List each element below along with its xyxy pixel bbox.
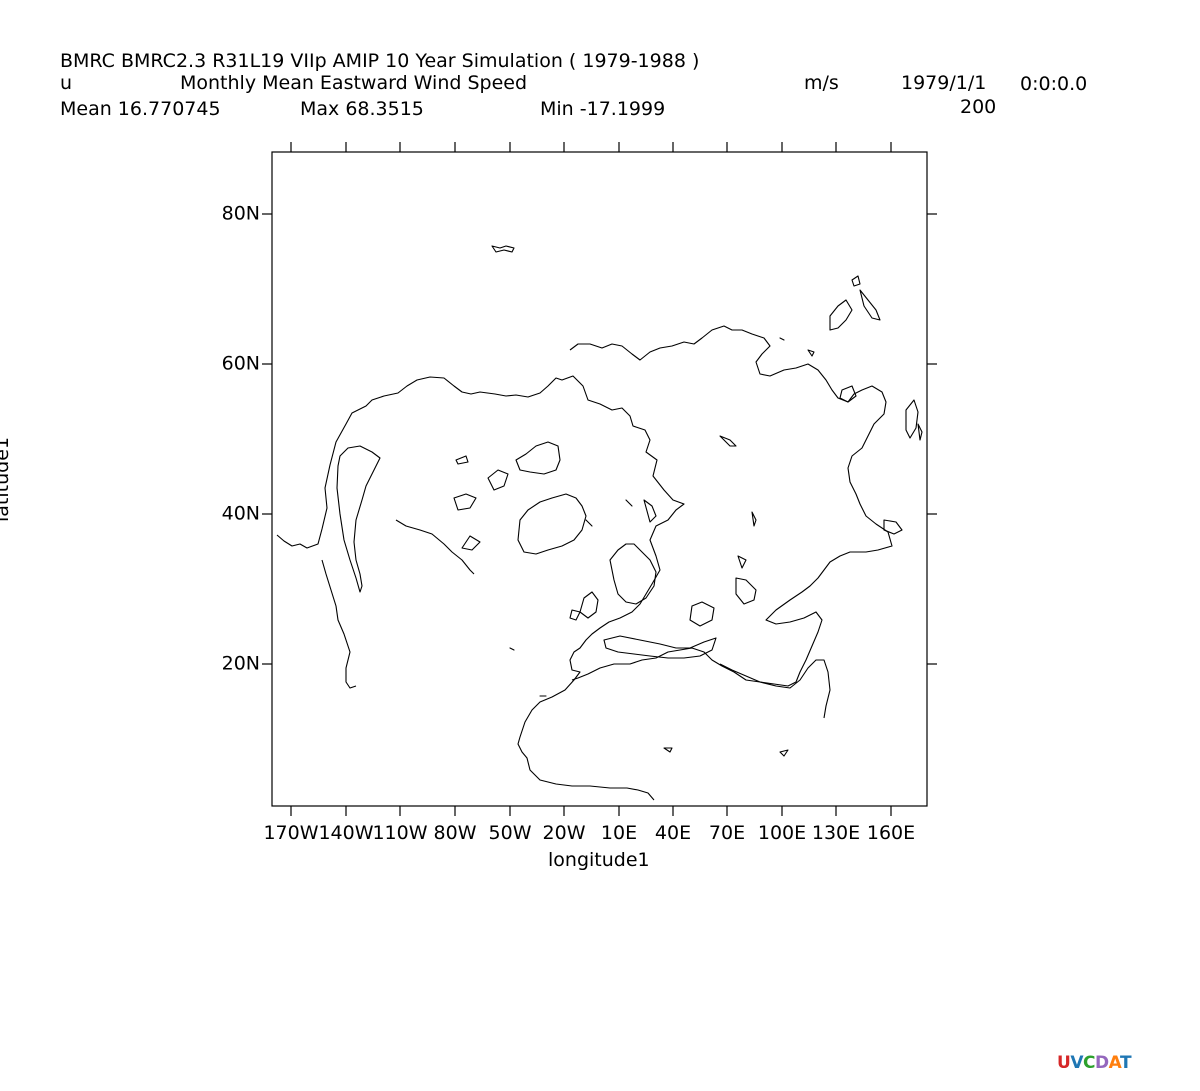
date-label: 1979/1/1 — [901, 72, 987, 94]
coast-mediterranean — [603, 635, 717, 659]
variable-long-name: Monthly Mean Eastward Wind Speed — [180, 72, 528, 94]
x-tick-label: 20W — [542, 822, 586, 844]
coast-japan — [839, 385, 903, 535]
max-stat: Max 68.3515 — [300, 98, 424, 120]
units-label: m/s — [804, 72, 839, 94]
logo-letter: D — [1094, 1053, 1109, 1073]
x-tick-label: 130E — [811, 822, 861, 844]
coast-baffin — [395, 519, 475, 575]
x-tick-label: 100E — [757, 822, 807, 844]
model-title: BMRC BMRC2.3 R31L19 VIIp AMIP 10 Year Si… — [60, 50, 700, 72]
coast-novaya-zemlya — [829, 289, 881, 331]
coast-north-america — [276, 375, 685, 801]
x-tick-label: 70E — [708, 822, 746, 844]
coast-india — [719, 659, 831, 719]
x-tick-label: 10E — [600, 822, 638, 844]
time-label: 0:0:0.0 — [1020, 73, 1088, 95]
x-tick-label: 110W — [372, 822, 428, 844]
logo-letter: U — [1057, 1053, 1071, 1073]
coast-scandinavia — [609, 543, 657, 605]
coastlines — [276, 245, 923, 801]
x-axis-title: longitude1 — [548, 849, 650, 871]
coast-svalbard — [779, 275, 861, 357]
coast-alaska-west — [321, 559, 357, 689]
logo-letter: A — [1108, 1053, 1121, 1073]
x-tick-label: 160E — [866, 822, 916, 844]
logo-letter: V — [1070, 1053, 1083, 1073]
coast-british-isles — [569, 591, 599, 621]
coast-arctic-islands — [453, 441, 561, 551]
x-tick-label: 140W — [318, 822, 374, 844]
uvcdat-logo: UVCDAT — [1057, 1053, 1132, 1073]
y-axis-title: latitude1 — [0, 437, 13, 522]
y-tick-label: 60N — [221, 352, 260, 375]
x-tick-label: 40E — [654, 822, 692, 844]
y-tick-label: 80N — [221, 202, 260, 225]
y-tick-label: 20N — [221, 652, 260, 675]
coast-eurasia — [569, 325, 893, 687]
logo-letter: C — [1082, 1053, 1095, 1073]
coast-caspian — [689, 601, 715, 627]
coast-kamchatka — [905, 399, 923, 441]
x-tick-label: 170W — [263, 822, 319, 844]
coast-greenland — [517, 493, 587, 555]
tick-marks — [262, 142, 937, 816]
coast-islands-misc — [491, 245, 789, 757]
level-label: 200 — [960, 96, 997, 118]
variable-name: u — [60, 72, 73, 94]
coast-lake-baikal — [735, 577, 757, 605]
mean-stat: Mean 16.770745 — [60, 98, 221, 120]
y-tick-label: 40N — [221, 502, 260, 525]
logo-letter: T — [1119, 1053, 1132, 1073]
plot-frame — [271, 151, 928, 807]
coast-hudson-bay — [336, 445, 381, 593]
x-tick-label: 80W — [433, 822, 477, 844]
min-stat: Min -17.1999 — [540, 98, 666, 120]
x-tick-label: 50W — [488, 822, 532, 844]
